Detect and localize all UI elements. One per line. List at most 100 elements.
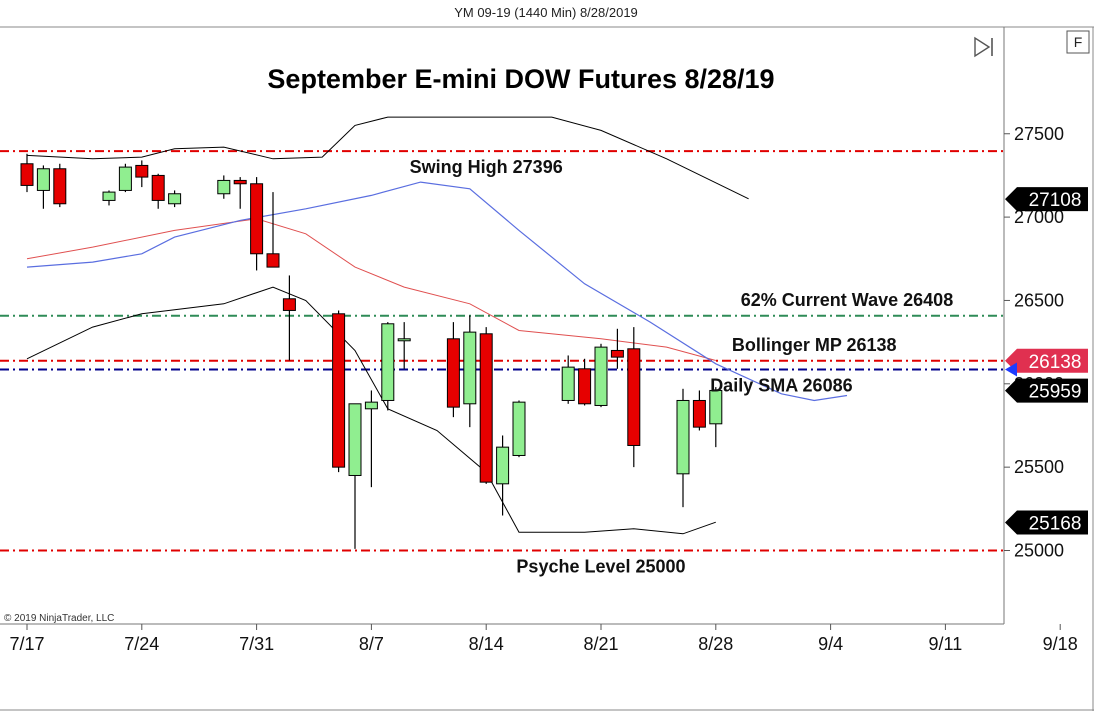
candle-2019-07-22	[102, 190, 116, 206]
candle-2019-07-19	[53, 163, 67, 208]
candle-2019-08-21	[594, 343, 608, 408]
price-tag-label: 25168	[1029, 513, 1082, 534]
candle-body	[692, 399, 706, 428]
candle-body	[233, 179, 247, 185]
candle-2019-07-30	[233, 177, 247, 209]
candle-body	[463, 331, 477, 405]
candle-body	[709, 389, 723, 425]
candle-body	[135, 164, 149, 178]
price-tag-25959: 25959	[1005, 378, 1088, 403]
candle-body	[610, 349, 624, 358]
play-to-end-icon[interactable]	[974, 36, 993, 58]
f-button[interactable]: F	[1066, 30, 1090, 54]
x-tick-label: 8/28	[698, 634, 733, 654]
price-tag-bg	[1005, 510, 1088, 535]
f-button-label: F	[1074, 34, 1083, 50]
candle-body	[627, 348, 641, 446]
y-tick-label: 27500	[1014, 124, 1064, 144]
candle-body	[676, 399, 690, 475]
candle-body	[446, 338, 460, 408]
candle-2019-07-18	[36, 165, 50, 209]
x-tick-label: 8/7	[359, 634, 384, 654]
level-label-0: Swing High 27396	[410, 157, 563, 177]
x-tick-label: 7/31	[239, 634, 274, 654]
candle-body	[479, 333, 493, 483]
candle-2019-08-26	[676, 388, 690, 508]
candle-2019-08-27	[692, 390, 706, 431]
chart-header: YM 09-19 (1440 Min) 8/28/2019	[454, 5, 638, 20]
candle-2019-07-23	[118, 163, 132, 193]
price-tag-27108: 27108	[1005, 187, 1088, 212]
price-tag-bg	[1005, 348, 1088, 373]
candle-2019-08-06	[348, 403, 362, 549]
price-tag-label: 26138	[1029, 352, 1082, 373]
candle-body	[217, 179, 231, 195]
level-label-1: 62% Current Wave 26408	[741, 290, 953, 310]
candle-body	[381, 323, 395, 401]
candle-2019-08-23	[627, 327, 641, 468]
price-tag-bg	[1005, 378, 1088, 403]
candle-body	[266, 253, 280, 268]
x-tick-label: 7/17	[9, 634, 44, 654]
candle-2019-08-16	[512, 400, 526, 458]
candle-body	[332, 313, 346, 468]
price-tag-label: 27108	[1029, 190, 1082, 211]
price-tag-26138: 26138	[1005, 348, 1088, 373]
candle-body	[151, 174, 165, 201]
candle-body	[53, 168, 67, 205]
x-tick-label: 7/24	[124, 634, 159, 654]
candle-2019-08-15	[496, 435, 510, 516]
y-tick-label: 25500	[1014, 457, 1064, 477]
price-tag-25168: 25168	[1005, 510, 1088, 535]
candle-body	[578, 368, 592, 405]
candle-2019-08-19	[561, 355, 575, 404]
x-tick-label: 8/21	[583, 634, 618, 654]
level-label-3: Daily SMA 26086	[710, 375, 852, 395]
candle-body	[364, 401, 378, 410]
candle-body	[102, 191, 116, 201]
candle-body	[594, 346, 608, 406]
candle-2019-07-25	[151, 173, 165, 209]
candle-body	[348, 403, 362, 476]
candle-2019-07-29	[217, 175, 231, 199]
candle-2019-08-05	[332, 310, 346, 473]
candle-2019-07-24	[135, 160, 149, 188]
candle-2019-08-28	[709, 387, 723, 448]
candle-body	[561, 366, 575, 401]
candle-2019-08-09	[397, 322, 411, 369]
candle-body	[36, 168, 50, 191]
candle-2019-07-26	[168, 190, 182, 208]
price-tag-label: 25959	[1029, 382, 1082, 403]
x-tick-label: 9/18	[1043, 634, 1078, 654]
candle-2019-07-17	[20, 153, 34, 193]
sma-line	[26, 181, 848, 402]
y-tick-label: 27000	[1014, 207, 1064, 227]
y-tick-label: 25000	[1014, 541, 1064, 561]
x-tick-label: 8/14	[469, 634, 504, 654]
sma-axis-marker	[1005, 362, 1017, 377]
copyright-text: © 2019 NinjaTrader, LLC	[4, 613, 114, 624]
candle-2019-07-31	[250, 177, 264, 271]
candle-2019-08-22	[610, 328, 624, 369]
bollinger-upper-line	[26, 116, 749, 200]
y-tick-label: 26500	[1014, 290, 1064, 310]
candle-2019-08-07	[364, 390, 378, 488]
bollinger-mid-line	[26, 218, 716, 361]
candle-body	[512, 401, 526, 456]
level-label-2: Bollinger MP 26138	[732, 335, 897, 355]
candle-body	[168, 193, 182, 205]
candle-body	[282, 298, 296, 311]
candle-2019-08-20	[578, 358, 592, 406]
candle-body	[496, 446, 510, 485]
candle-2019-08-01	[266, 192, 280, 268]
candle-body	[397, 338, 411, 342]
x-tick-label: 9/4	[818, 634, 843, 654]
candle-body	[250, 183, 264, 255]
candle-body	[118, 166, 132, 191]
level-label-4: Psyche Level 25000	[516, 557, 685, 577]
x-tick-label: 9/11	[929, 634, 963, 654]
price-tag-bg	[1005, 187, 1088, 212]
candle-2019-08-12	[446, 322, 460, 418]
